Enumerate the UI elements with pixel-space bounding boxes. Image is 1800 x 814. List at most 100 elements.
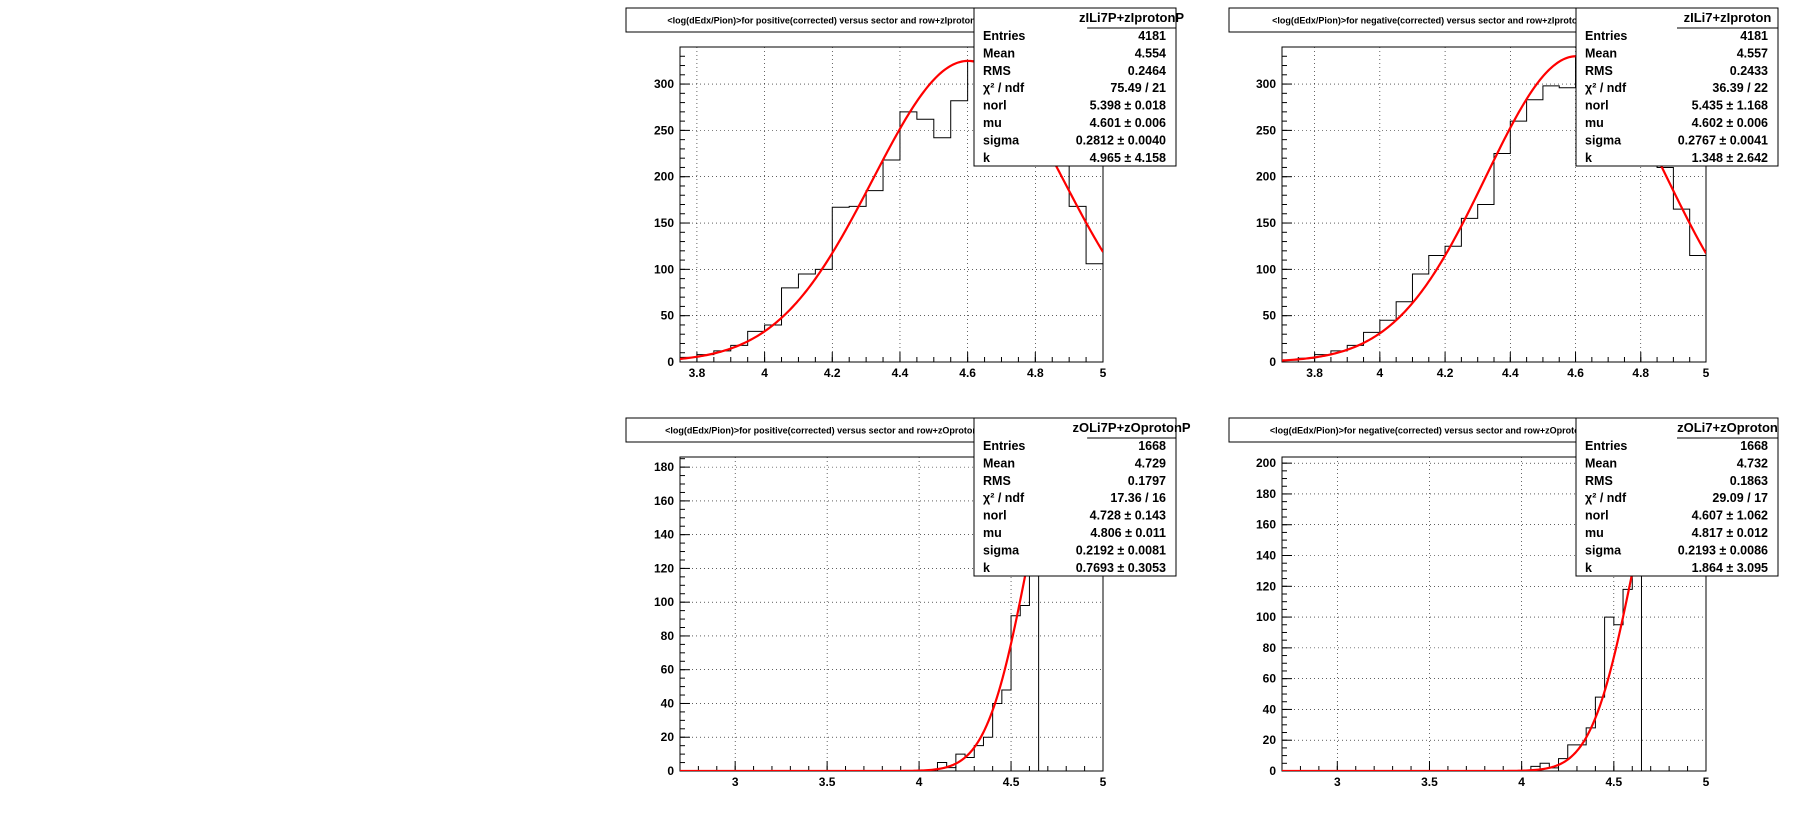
y-tick-label: 200 [1256,170,1276,184]
stats-label: χ² / ndf [1585,491,1627,505]
stats-value: 5.435 ± 1.168 [1692,99,1768,113]
stats-label: k [983,561,990,575]
histogram-outline [936,551,1040,771]
stats-label: sigma [1585,133,1622,147]
x-tick-label: 4.6 [959,366,976,380]
y-tick-label: 40 [1263,702,1277,716]
stats-label: sigma [983,543,1020,557]
stats-value: 75.49 / 21 [1110,81,1166,95]
stats-label: RMS [1585,64,1613,78]
stats-label: χ² / ndf [1585,81,1627,95]
y-tick-label: 0 [667,764,674,778]
stats-value: 4.557 [1737,46,1768,60]
stats-value: 0.2812 ± 0.0040 [1076,133,1166,147]
title-box [625,417,1024,443]
histogram-panel-1: 3.8 4 4.2 4.4 4.6 4.8 5050100150200250300<log(… [625,7,1184,380]
stats-label: RMS [983,64,1011,78]
y-tick-label: 50 [661,309,675,323]
y-tick-label: 0 [1269,764,1276,778]
y-tick-label: 250 [654,123,674,137]
stats-value: 0.7693 ± 0.3053 [1076,561,1166,575]
x-tick-label: 4.4 [892,366,909,380]
y-tick-label: 0 [1269,355,1276,369]
stats-label: norl [983,99,1007,113]
stats-label: Entries [1585,439,1627,453]
y-tick-label: 20 [661,730,675,744]
y-tick-label: 180 [1256,487,1276,501]
stats-label: norl [1585,99,1609,113]
histogram-panel-4: 3 3.5 4 4.5 5 0 20 40 60 80 100 120 140 160 180 200 <log… [1228,417,1779,789]
y-tick-label: 150 [654,216,674,230]
x-tick-label: 4.8 [1632,366,1649,380]
x-tick-label: 4.2 [1437,366,1454,380]
y-tick-label: 80 [1263,641,1277,655]
stats-value: 4.607 ± 1.062 [1692,509,1768,523]
stats-value: 17.36 / 16 [1110,491,1166,505]
x-tick-label: 3.5 [1421,775,1438,789]
stats-value: 4.729 [1135,456,1166,470]
x-tick-label: 5 [1703,366,1710,380]
y-tick-label: 300 [654,77,674,91]
histogram-title: <log(dEdx/Pion)>for positive(corrected) … [667,16,981,26]
stats-value: 0.2192 ± 0.0081 [1076,543,1166,557]
stats-label: Entries [1585,29,1627,43]
stats-label: norl [983,509,1007,523]
stats-value: 4.817 ± 0.012 [1692,526,1768,540]
stats-value: 4.965 ± 4.158 [1090,151,1166,165]
stats-label: mu [1585,116,1604,130]
stats-label: Mean [1585,46,1617,60]
stats-value: 4.554 [1135,46,1166,60]
stats-value: 0.2433 [1730,64,1768,78]
y-tick-label: 100 [1256,262,1276,276]
stats-value: 0.2464 [1128,64,1166,78]
stats-title: zOLi7P+zOprotonP [1073,420,1191,435]
x-tick-label: 4.5 [1003,775,1020,789]
x-tick-label: 3 [732,775,739,789]
x-tick-label: 4.4 [1502,366,1519,380]
x-tick-label: 4 [916,775,923,789]
y-tick-label: 200 [1256,456,1276,470]
stats-label: χ² / ndf [983,491,1025,505]
y-tick-label: 180 [654,460,674,474]
y-tick-label: 250 [1256,123,1276,137]
stats-value: 4.601 ± 0.006 [1090,116,1166,130]
stats-label: mu [983,526,1002,540]
histogram-panel-3: 3 3.5 4 4.5 5 0 20 40 60 80 100 120 140 160 180 <log(dE… [625,417,1191,789]
histogram-title: <log(dEdx/Pion)>for negative(corrected) … [1270,426,1585,436]
stats-value: 4.602 ± 0.006 [1692,116,1768,130]
stats-label: Entries [983,439,1025,453]
stats-label: Mean [983,46,1015,60]
stats-box [973,7,1177,167]
stats-label: k [1585,151,1592,165]
stats-label: χ² / ndf [983,81,1025,95]
stats-value: 0.2193 ± 0.0086 [1678,543,1768,557]
stats-title: zOLi7+zOproton [1677,420,1778,435]
histogram-title: <log(dEdx/Pion)>for negative(corrected) … [1272,16,1583,26]
stats-label: mu [983,116,1002,130]
x-tick-label: 4 [761,366,768,380]
y-tick-label: 120 [654,561,674,575]
y-tick-label: 50 [1263,309,1277,323]
histogram-panel-2: 3.8 4 4.2 4.4 4.6 4.8 5050100150200250300<log(… [1228,7,1779,380]
y-tick-label: 160 [654,494,674,508]
y-tick-label: 140 [654,528,674,542]
stats-value: 1.864 ± 3.095 [1692,561,1768,575]
stats-box [1575,417,1779,577]
x-tick-label: 3.5 [819,775,836,789]
x-tick-label: 4 [1518,775,1525,789]
stats-value: 36.39 / 22 [1712,81,1768,95]
stats-value: 1668 [1740,439,1768,453]
x-tick-label: 3 [1334,775,1341,789]
stats-value: 4.732 [1737,456,1768,470]
stats-value: 5.398 ± 0.018 [1090,99,1166,113]
stats-value: 0.2767 ± 0.0041 [1678,133,1768,147]
x-tick-label: 3.8 [1306,366,1323,380]
stats-label: sigma [983,133,1020,147]
stats-label: Entries [983,29,1025,43]
stats-label: k [1585,561,1592,575]
y-tick-label: 200 [654,170,674,184]
y-tick-label: 0 [667,355,674,369]
stats-label: mu [1585,526,1604,540]
stats-value: 1.348 ± 2.642 [1692,151,1768,165]
